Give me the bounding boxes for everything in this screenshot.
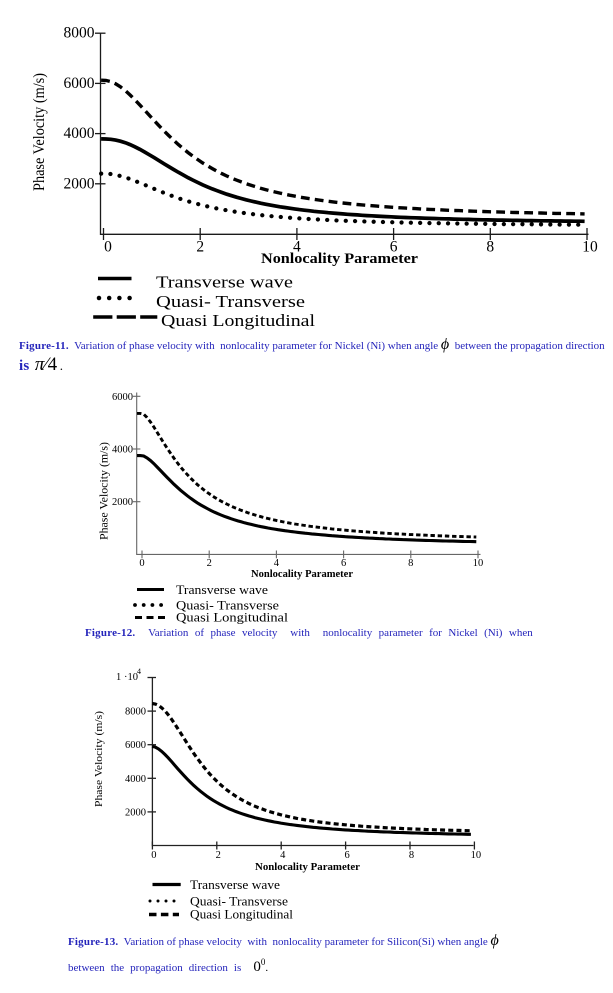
svg-text:4: 4 (280, 850, 286, 861)
svg-text:4: 4 (293, 239, 301, 256)
svg-text:0: 0 (104, 239, 112, 256)
svg-text:6000: 6000 (64, 75, 95, 92)
svg-text:Nonlocality Parameter: Nonlocality Parameter (255, 862, 360, 873)
svg-text:Phase Velocity (m/s): Phase Velocity (m/s) (31, 73, 48, 191)
svg-text:Transverse wave: Transverse wave (156, 273, 293, 292)
svg-text:8: 8 (408, 558, 413, 569)
svg-text:6: 6 (344, 850, 349, 861)
svg-text:Transverse wave: Transverse wave (176, 583, 268, 597)
svg-text:Nonlocality Parameter: Nonlocality Parameter (251, 569, 353, 580)
svg-text:8000: 8000 (64, 25, 95, 42)
svg-text:2000: 2000 (64, 175, 95, 192)
svg-text:0: 0 (151, 850, 156, 861)
svg-text:Quasi- Transverse: Quasi- Transverse (190, 894, 288, 908)
svg-text:2000: 2000 (125, 807, 146, 818)
svg-text:1: 1 (116, 672, 121, 683)
svg-text:4000: 4000 (112, 445, 133, 456)
svg-text:0: 0 (139, 558, 144, 569)
svg-text:6: 6 (341, 558, 346, 569)
svg-text:6000: 6000 (112, 392, 133, 403)
svg-text:6000: 6000 (125, 740, 146, 751)
svg-text:8: 8 (409, 850, 414, 861)
svg-text:Quasi Longitudinal: Quasi Longitudinal (176, 611, 289, 625)
svg-text:2000: 2000 (112, 497, 133, 508)
svg-text:Quasi Longitudinal: Quasi Longitudinal (190, 908, 294, 922)
svg-text:Phase Velocity (m/s): Phase Velocity (m/s) (99, 442, 111, 540)
svg-text:4000: 4000 (125, 774, 146, 785)
svg-text:2: 2 (207, 558, 212, 569)
svg-text:4: 4 (137, 667, 141, 676)
svg-text:Transverse wave: Transverse wave (190, 878, 280, 892)
svg-text:6: 6 (390, 239, 398, 256)
svg-text:·10: ·10 (124, 672, 138, 683)
svg-text:8: 8 (486, 239, 494, 256)
svg-text:8000: 8000 (125, 707, 146, 718)
svg-text:10: 10 (582, 239, 598, 256)
svg-text:Quasi Longitudinal: Quasi Longitudinal (161, 311, 315, 330)
svg-text:Nonlocality Parameter: Nonlocality Parameter (261, 251, 419, 267)
svg-text:4000: 4000 (64, 125, 95, 142)
svg-text:2: 2 (216, 850, 221, 861)
svg-text:10: 10 (473, 558, 484, 569)
svg-text:4: 4 (274, 558, 280, 569)
svg-text:Quasi- Transverse: Quasi- Transverse (156, 292, 305, 311)
svg-text:10: 10 (471, 850, 482, 861)
svg-text:2: 2 (196, 239, 204, 256)
svg-text:Phase Velocity (m/s): Phase Velocity (m/s) (94, 711, 105, 807)
svg-text:Quasi- Transverse: Quasi- Transverse (176, 598, 279, 612)
